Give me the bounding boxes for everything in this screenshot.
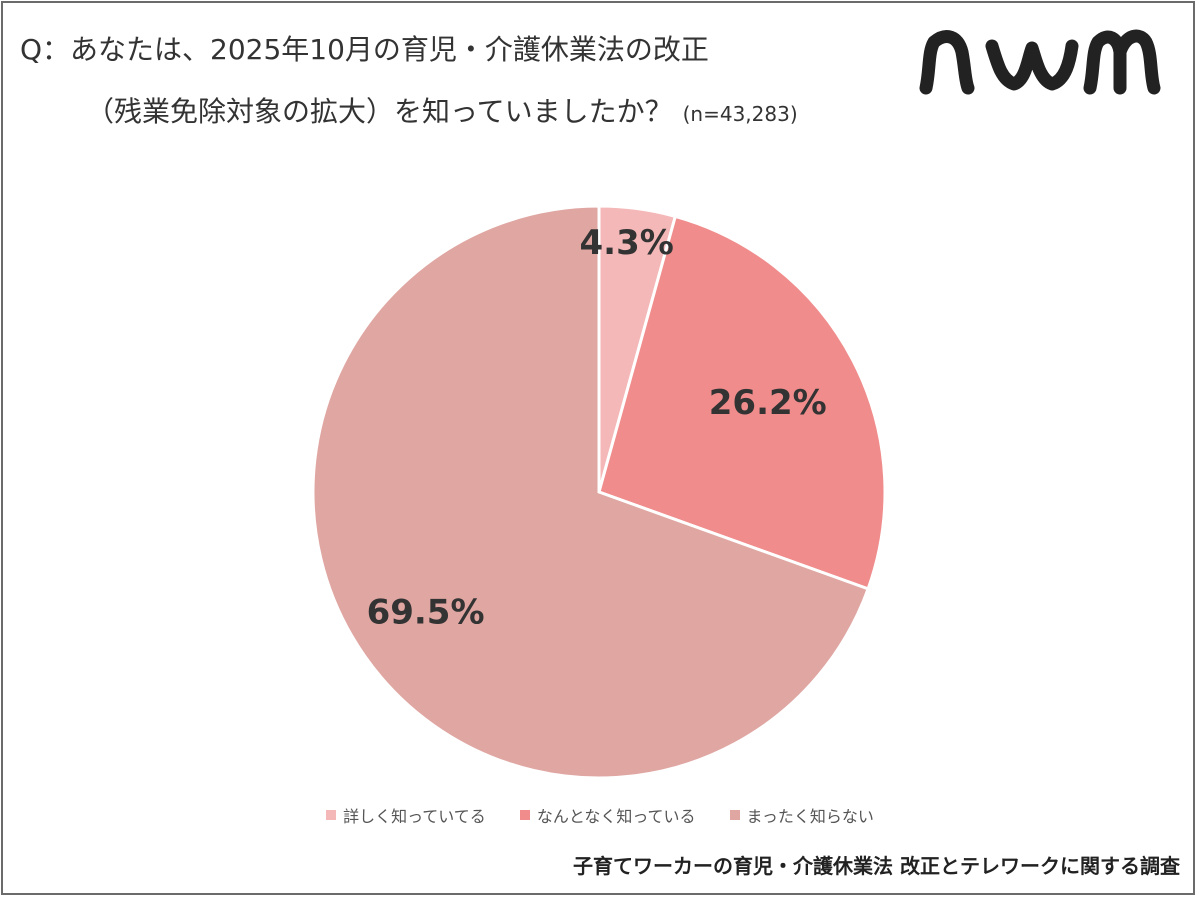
legend-label: 詳しく知っていてる [343, 807, 486, 826]
sample-size: (n=43,283) [682, 102, 798, 126]
chart-question-text: （残業免除対象の拡大）を知っていましたか？ [86, 95, 673, 128]
chart-title-line-2: （残業免除対象の拡大）を知っていましたか？ (n=43,283) [86, 90, 798, 130]
pie-slices [311, 204, 887, 780]
slice-label-vaguely: 26.2% [709, 383, 827, 423]
nwm-logo [919, 29, 1161, 95]
legend-swatch [326, 810, 337, 820]
legend-item-detailed: 詳しく知っていてる [326, 803, 486, 827]
pie-slice-vaguely [597, 214, 887, 591]
pie-slice-not-at-all [311, 204, 871, 780]
survey-footer: 子育てワーカーの育児・介護休業法 改正とテレワークに関する調査 [573, 854, 1180, 878]
legend-label: まったく知らない [746, 807, 874, 826]
pie-labels: 4.3% 26.2% 69.5% [367, 223, 827, 633]
legend: 詳しく知っていてる なんとなく知っている まったく知らない [0, 803, 1200, 827]
slice-label-not-at-all: 69.5% [367, 592, 485, 632]
legend-item-not-at-all: まったく知らない [729, 803, 874, 827]
legend-swatch [519, 810, 530, 820]
slice-label-detailed: 4.3% [580, 223, 674, 263]
legend-item-vaguely: なんとなく知っている [519, 803, 696, 827]
legend-swatch [729, 810, 740, 820]
chart-title-line-1: Q：あなたは、2025年10月の育児・介護休業法の改正 [20, 33, 709, 66]
legend-label: なんとなく知っている [536, 807, 696, 826]
